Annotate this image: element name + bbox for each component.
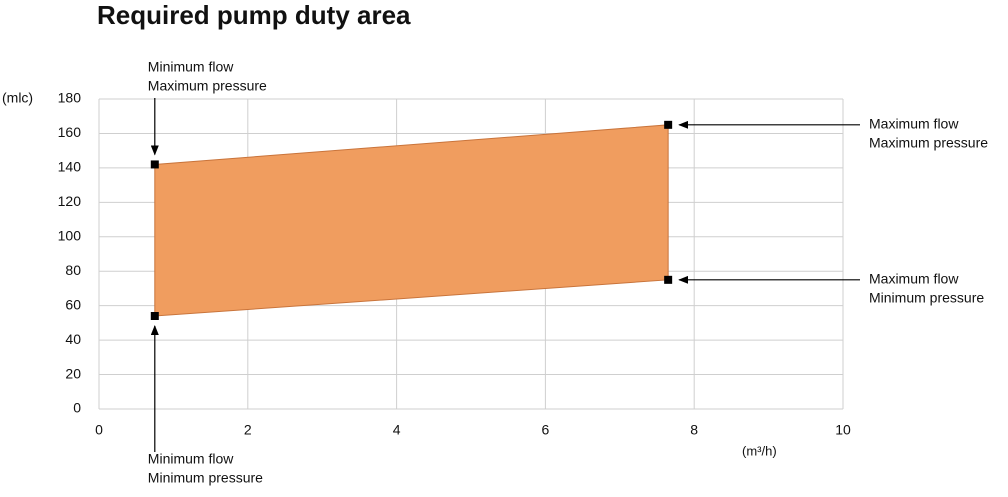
annotation-label: Maximum pressure <box>869 135 988 151</box>
y-tick-label: 0 <box>73 400 81 416</box>
annotation-label: Minimum pressure <box>869 290 984 306</box>
x-tick-label: 6 <box>542 422 550 438</box>
corner-marker <box>150 160 159 169</box>
annotation-label: Maximum flow <box>869 116 959 132</box>
x-tick-label: 10 <box>835 422 851 438</box>
corner-marker <box>150 312 159 320</box>
annotation-label: Minimum pressure <box>148 470 263 486</box>
y-tick-label: 140 <box>58 159 82 175</box>
y-tick-label: 20 <box>65 365 81 381</box>
y-tick-label: 80 <box>65 262 81 278</box>
corner-marker <box>664 275 673 284</box>
annotation-label: Maximum pressure <box>148 78 267 94</box>
x-tick-label: 4 <box>393 422 401 438</box>
annotation-label: Minimum flow <box>148 59 234 75</box>
x-tick-label: 8 <box>690 422 698 438</box>
y-tick-label: 60 <box>65 296 81 312</box>
corner-marker <box>664 120 673 129</box>
y-axis-label: (mlc) <box>2 90 33 106</box>
y-tick-label: 160 <box>58 124 82 140</box>
y-tick-label: 100 <box>58 227 82 243</box>
y-tick-label: 40 <box>65 331 81 347</box>
y-tick-label: 120 <box>58 193 82 209</box>
x-tick-label: 2 <box>244 422 252 438</box>
annotation-label: Minimum flow <box>148 451 234 467</box>
y-tick-label: 180 <box>58 90 82 106</box>
x-tick-label: 0 <box>95 422 103 438</box>
annotation-label: Maximum flow <box>869 271 959 287</box>
chart-title: Required pump duty area <box>97 0 411 30</box>
x-axis-label: (m³/h) <box>742 443 777 458</box>
duty-area <box>154 124 669 317</box>
